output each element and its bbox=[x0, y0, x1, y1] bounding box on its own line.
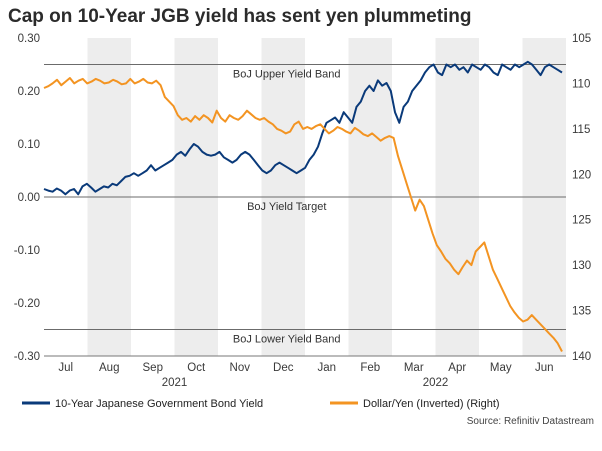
y-left-tick-label: 0.10 bbox=[18, 139, 40, 151]
y-left-tick-label: -0.30 bbox=[14, 351, 40, 363]
x-tick-label: Jun bbox=[535, 362, 554, 374]
y-right-tick-label: 120 bbox=[572, 169, 591, 181]
y-right-tick-label: 130 bbox=[572, 260, 591, 272]
y-right-tick-label: 115 bbox=[572, 124, 590, 136]
x-tick-label: Feb bbox=[360, 362, 380, 374]
year-label: 2022 bbox=[423, 377, 449, 389]
x-tick-label: Apr bbox=[448, 362, 466, 374]
x-tick-label: Oct bbox=[187, 362, 206, 374]
x-tick-label: Jan bbox=[317, 362, 336, 374]
series-line bbox=[43, 60, 563, 196]
x-tick-label: Mar bbox=[404, 362, 424, 374]
legend: 10-Year Japanese Government Bond Yield Do… bbox=[22, 398, 500, 410]
legend-label: 10-Year Japanese Government Bond Yield bbox=[55, 398, 263, 410]
reference-line-label: BoJ Yield Target bbox=[247, 201, 326, 213]
axes: 0.30 0.20 0.10 0.00 -0.10 -0.20 -0.30 105 110 115… bbox=[14, 33, 591, 389]
y-right-tick-label: 110 bbox=[572, 78, 590, 90]
y-right-tick-label: 135 bbox=[572, 306, 591, 318]
reference-line-label: BoJ Lower Yield Band bbox=[233, 334, 341, 346]
chart-title: Cap on 10-Year JGB yield has sent yen pl… bbox=[8, 6, 472, 27]
y-left-tick-label: -0.10 bbox=[14, 245, 40, 257]
series-lines bbox=[43, 60, 563, 352]
source-note: Source: Refinitiv Datastream bbox=[467, 416, 594, 427]
year-label: 2021 bbox=[162, 377, 188, 389]
y-left-tick-label: 0.20 bbox=[18, 86, 40, 98]
x-tick-label: Jul bbox=[58, 362, 73, 374]
legend-label: Dollar/Yen (Inverted) (Right) bbox=[363, 398, 500, 410]
reference-line-label: BoJ Upper Yield Band bbox=[233, 69, 341, 81]
reference-lines: BoJ Upper Yield Band BoJ Yield Target BoJ … bbox=[44, 64, 566, 346]
x-tick-label: May bbox=[490, 362, 512, 374]
series-line bbox=[43, 77, 563, 352]
y-left-tick-label: -0.20 bbox=[14, 298, 40, 310]
y-left-tick-label: 0.30 bbox=[18, 33, 40, 45]
y-right-tick-label: 105 bbox=[572, 33, 591, 45]
y-left-tick-label: 0.00 bbox=[18, 192, 40, 204]
x-tick-label: Aug bbox=[99, 362, 119, 374]
y-right-tick-label: 125 bbox=[572, 215, 591, 227]
y-right-tick-label: 140 bbox=[572, 351, 591, 363]
x-tick-label: Dec bbox=[273, 362, 294, 374]
x-tick-label: Nov bbox=[230, 362, 251, 374]
x-tick-label: Sep bbox=[143, 362, 163, 374]
